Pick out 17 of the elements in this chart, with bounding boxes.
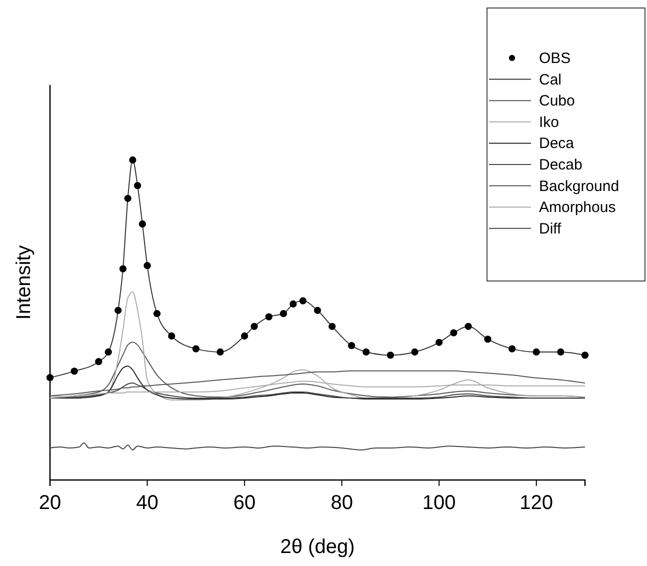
legend-label: OBS	[539, 50, 571, 67]
legend-label: Deca	[539, 135, 575, 152]
x-tick-label: 80	[330, 492, 353, 514]
legend-label: Background	[539, 178, 620, 195]
x-tick-label: 20	[38, 492, 62, 514]
x-tick-label: 100	[422, 492, 456, 514]
legend-label: Cubo	[539, 92, 575, 110]
x-tick-label: 40	[136, 492, 158, 514]
x-tick-label: 120	[520, 492, 554, 514]
x-tick-label: 60	[233, 492, 256, 514]
legend-label: Iko	[539, 114, 560, 131]
legend-label: Diff	[539, 220, 562, 238]
x-axis-title: 2θ (deg)	[280, 536, 355, 558]
y-axis-title: Intensity	[13, 245, 35, 320]
legend-label: Decab	[539, 156, 582, 174]
legend-label: Cal	[539, 71, 562, 88]
legend-label: Amorphous	[539, 199, 616, 216]
